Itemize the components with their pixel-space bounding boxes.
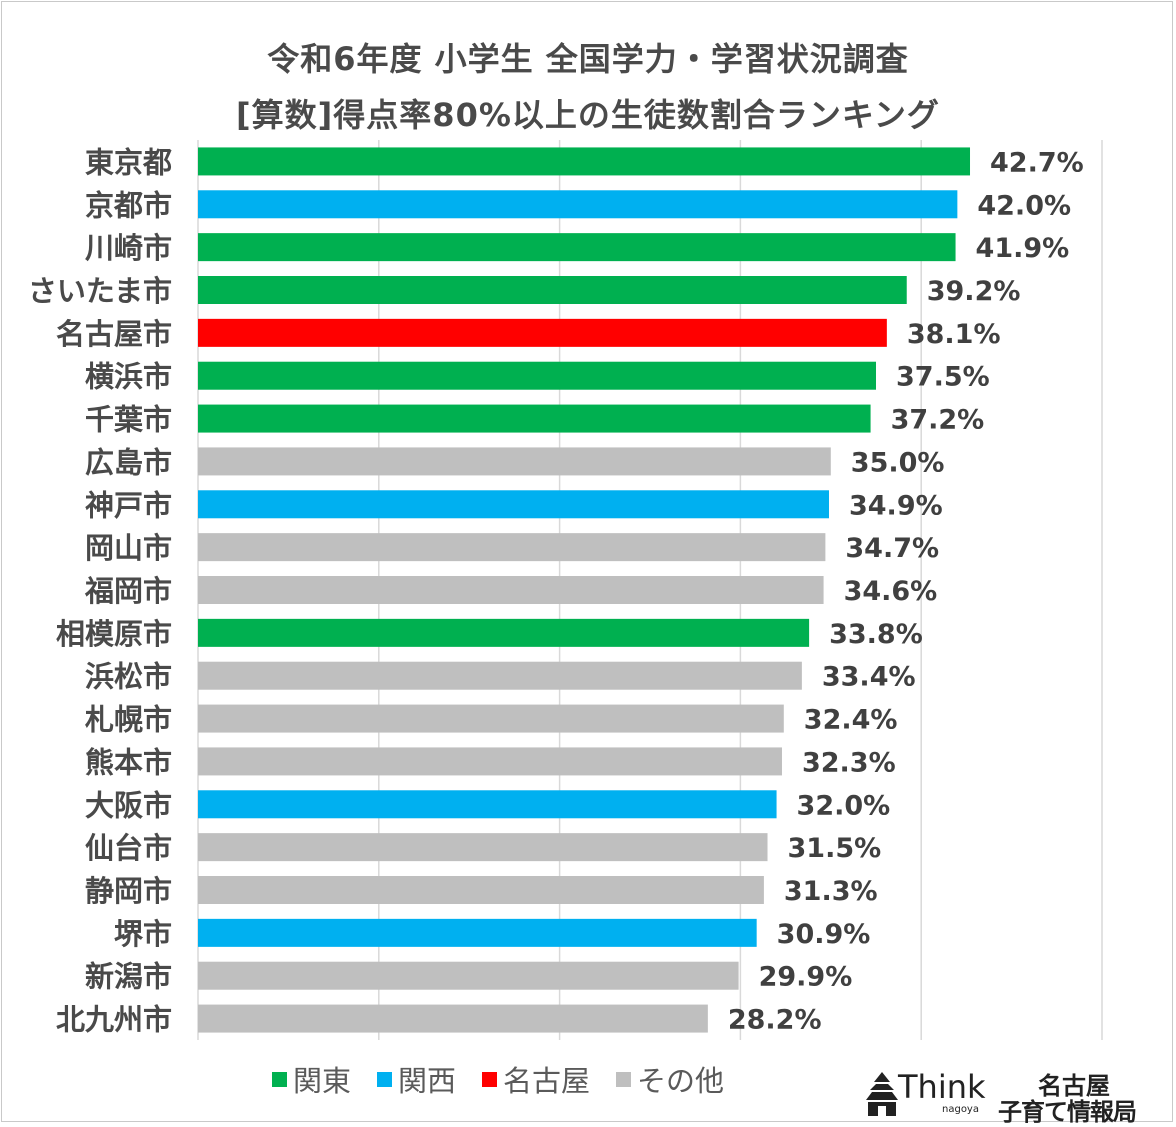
bar-14 [198, 747, 782, 776]
value-label-14: 32.3% [802, 747, 896, 778]
value-label-7: 35.0% [851, 447, 945, 478]
bar-4 [198, 318, 887, 347]
bar-17 [198, 876, 764, 904]
category-label-13: 札幌市 [85, 703, 172, 737]
category-label-10: 福岡市 [84, 574, 172, 608]
legend-swatch-kanto [271, 1071, 287, 1087]
legend-label-kanto: 関東 [292, 1064, 351, 1098]
value-label-3: 39.2% [927, 276, 1021, 307]
think-nagoya-logo: Think nagoya 名古屋 子育て情報局 [862, 1068, 1154, 1126]
bar-20 [198, 1004, 708, 1033]
bar-10 [198, 576, 824, 604]
category-label-17: 静岡市 [85, 874, 172, 908]
legend-label-other: その他 [637, 1064, 725, 1098]
category-label-1: 京都市 [85, 188, 172, 222]
value-label-9: 34.7% [845, 533, 939, 564]
bar-2 [198, 233, 956, 262]
bar-0 [198, 147, 971, 176]
bar-13 [198, 704, 784, 733]
category-label-3: さいたま市 [28, 274, 172, 308]
category-label-2: 川崎市 [85, 231, 172, 265]
value-label-4: 38.1% [907, 319, 1001, 350]
value-label-15: 32.0% [797, 790, 891, 821]
category-label-6: 千葉市 [85, 403, 172, 437]
category-label-4: 名古屋市 [56, 317, 172, 351]
legend-item-kanto: 関東 [271, 1058, 351, 1100]
logo-nagoya-text: nagoya [942, 1104, 979, 1115]
bar-15 [198, 790, 777, 819]
legend-item-nagoya: 名古屋 [482, 1058, 590, 1100]
bar-6 [198, 404, 871, 433]
bar-19 [198, 961, 739, 990]
category-label-8: 神戸市 [85, 488, 172, 522]
category-label-11: 相模原市 [56, 617, 172, 651]
category-label-12: 浜松市 [85, 660, 172, 694]
bar-5 [198, 361, 876, 390]
value-label-6: 37.2% [891, 405, 985, 436]
chart-title-line-1: 令和6年度 小学生 全国学力・学習状況調査 [267, 40, 909, 78]
legend-swatch-nagoya [482, 1071, 497, 1087]
bars [198, 147, 971, 1033]
value-label-18: 30.9% [777, 919, 871, 950]
legend: 関東 関西 名古屋 その他 [0, 1058, 1176, 1100]
value-label-16: 31.5% [788, 833, 882, 864]
category-label-9: 岡山市 [85, 531, 172, 565]
bar-8 [198, 490, 829, 519]
value-labels: 42.7% 42.0% 41.9% 39.2% 38.1% 37.5% 37.2% 35.0%… [728, 147, 1084, 1035]
bar-16 [198, 833, 768, 862]
category-label-7: 広島市 [85, 445, 172, 479]
logo-line-2: 子育て情報局 [998, 1098, 1137, 1126]
category-labels: 東京都京都市川崎市さいたま市名古屋市横浜市千葉市広島市神戸市岡山市福岡市相模原市… [28, 145, 172, 1036]
category-label-15: 大阪市 [85, 788, 172, 822]
logo-line-1: 名古屋 [1038, 1072, 1110, 1100]
castle-icon [866, 1072, 898, 1116]
bar-1 [198, 190, 958, 219]
legend-label-kansai: 関西 [397, 1064, 456, 1098]
value-label-1: 42.0% [977, 190, 1071, 221]
value-label-19: 29.9% [759, 962, 853, 993]
bar-12 [198, 661, 802, 690]
legend-swatch-other [616, 1071, 632, 1087]
bar-18 [198, 918, 757, 947]
category-label-5: 横浜市 [85, 360, 172, 394]
category-label-18: 堺市 [114, 917, 172, 951]
category-label-19: 新潟市 [85, 960, 172, 994]
value-label-20: 28.2% [728, 1005, 822, 1036]
category-label-14: 熊本市 [85, 745, 172, 779]
value-label-12: 33.4% [822, 662, 916, 693]
bar-7 [198, 447, 831, 476]
value-label-10: 34.6% [844, 576, 938, 607]
value-label-17: 31.3% [784, 876, 878, 907]
value-label-8: 34.9% [849, 490, 943, 521]
category-label-0: 東京都 [85, 145, 172, 179]
bar-9 [198, 533, 826, 562]
value-label-0: 42.7% [990, 147, 1084, 178]
bar-3 [198, 276, 907, 304]
value-label-2: 41.9% [976, 233, 1070, 264]
value-label-13: 32.4% [804, 705, 898, 736]
category-label-20: 北九州市 [56, 1003, 172, 1037]
legend-swatch-kansai [376, 1071, 392, 1087]
value-label-5: 37.5% [896, 362, 990, 393]
category-label-16: 仙台市 [85, 831, 172, 865]
legend-label-nagoya: 名古屋 [503, 1064, 591, 1098]
value-label-11: 33.8% [829, 619, 923, 650]
logo-think-text: Think [898, 1068, 986, 1106]
chart-title-line-2: [算数]得点率80%以上の生徒数割合ランキング [236, 96, 940, 134]
legend-item-other: その他 [616, 1058, 724, 1100]
bar-11 [198, 618, 810, 647]
legend-item-kansai: 関西 [376, 1058, 456, 1100]
